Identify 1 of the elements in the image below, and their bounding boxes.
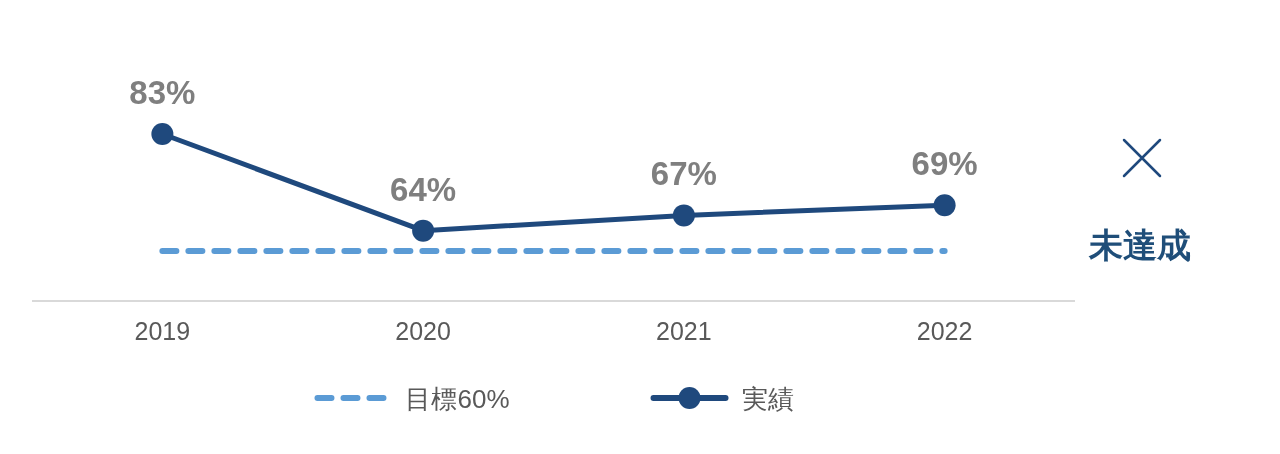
annotation: 未達成	[1089, 226, 1191, 264]
